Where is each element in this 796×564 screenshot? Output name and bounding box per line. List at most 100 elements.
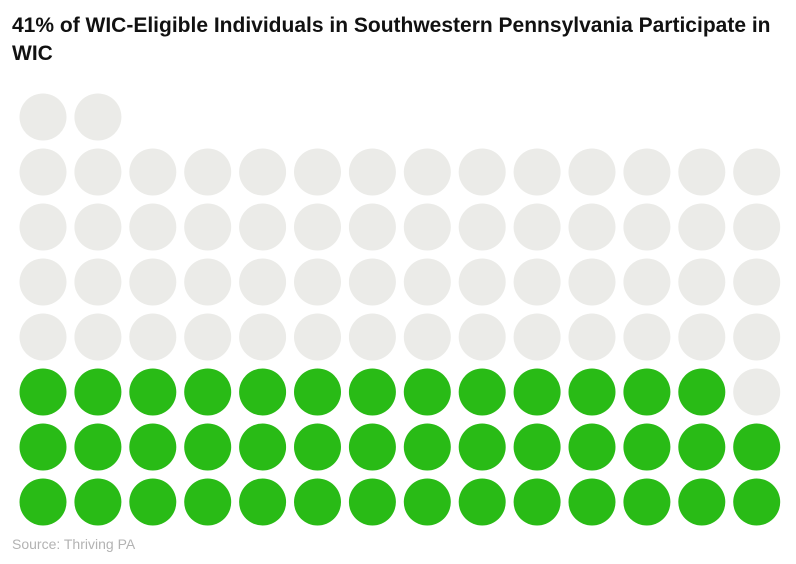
waffle-dot-nonparticipant <box>678 258 726 306</box>
waffle-dot-participant <box>19 423 67 471</box>
waffle-dot-nonparticipant <box>568 313 616 361</box>
waffle-dot-participant <box>74 423 122 471</box>
waffle-dot-nonparticipant <box>74 148 122 196</box>
waffle-dot-participant <box>239 478 287 526</box>
waffle-dot-nonparticipant <box>623 313 671 361</box>
waffle-dot-nonparticipant <box>294 313 341 361</box>
waffle-dot-participant <box>129 423 177 471</box>
waffle-dot-nonparticipant <box>74 313 122 361</box>
waffle-dot-participant <box>184 423 232 471</box>
waffle-dot-nonparticipant <box>348 203 396 251</box>
waffle-dot-nonparticipant <box>458 313 506 361</box>
waffle-dot-nonparticipant <box>129 258 177 306</box>
waffle-dot-nonparticipant <box>733 258 781 306</box>
waffle-dot-nonparticipant <box>568 258 616 306</box>
waffle-dot-participant <box>678 423 726 471</box>
waffle-dot-participant <box>348 423 396 471</box>
waffle-dot-participant <box>513 423 561 471</box>
waffle-dot-participant <box>568 478 616 526</box>
waffle-dot-participant <box>623 423 671 471</box>
waffle-dot-nonparticipant <box>239 203 287 251</box>
waffle-dot-participant <box>184 368 232 416</box>
waffle-dot-nonparticipant <box>348 258 396 306</box>
waffle-dot-nonparticipant <box>19 258 67 306</box>
waffle-dot-participant <box>458 478 506 526</box>
waffle-dot-nonparticipant <box>623 258 671 306</box>
waffle-dot-nonparticipant <box>294 258 341 306</box>
waffle-dot-nonparticipant <box>348 148 396 196</box>
waffle-dot-nonparticipant <box>184 203 232 251</box>
waffle-dot-participant <box>184 478 232 526</box>
waffle-dot-participant <box>403 368 451 416</box>
waffle-dot-nonparticipant <box>129 148 177 196</box>
waffle-dot-nonparticipant <box>513 148 561 196</box>
waffle-dot-participant <box>623 478 671 526</box>
waffle-dot-participant <box>19 478 67 526</box>
waffle-dot-participant <box>348 368 396 416</box>
waffle-dot-participant <box>74 368 122 416</box>
waffle-dot-participant <box>129 368 177 416</box>
waffle-dot-nonparticipant <box>19 93 67 141</box>
waffle-dot-nonparticipant <box>184 148 232 196</box>
waffle-dot-nonparticipant <box>19 203 67 251</box>
waffle-dot-participant <box>733 423 781 471</box>
waffle-dot-nonparticipant <box>733 203 781 251</box>
waffle-dot-participant <box>623 368 671 416</box>
waffle-dot-participant <box>239 368 287 416</box>
waffle-dot-nonparticipant <box>239 313 287 361</box>
waffle-dot-nonparticipant <box>403 148 451 196</box>
waffle-dot-nonparticipant <box>458 258 506 306</box>
waffle-dot-nonparticipant <box>239 148 287 196</box>
chart-title: 41% of WIC-Eligible Individuals in South… <box>12 14 771 65</box>
waffle-dot-participant <box>294 423 341 471</box>
waffle-dot-nonparticipant <box>74 93 122 141</box>
waffle-dot-nonparticipant <box>623 148 671 196</box>
waffle-dot-nonparticipant <box>74 258 122 306</box>
waffle-dot-nonparticipant <box>348 313 396 361</box>
waffle-dot-participant <box>19 368 67 416</box>
waffle-dot-participant <box>513 478 561 526</box>
waffle-dot-nonparticipant <box>513 313 561 361</box>
waffle-dot-nonparticipant <box>403 203 451 251</box>
waffle-dot-participant <box>403 478 451 526</box>
waffle-dot-nonparticipant <box>403 258 451 306</box>
waffle-dot-participant <box>458 368 506 416</box>
waffle-dot-nonparticipant <box>678 148 726 196</box>
waffle-dot-nonparticipant <box>733 313 781 361</box>
waffle-dot-nonparticipant <box>568 148 616 196</box>
waffle-dot-participant <box>678 368 726 416</box>
waffle-dot-participant <box>294 368 341 416</box>
source-note: Source: Thriving PA <box>12 536 136 552</box>
waffle-dot-nonparticipant <box>623 203 671 251</box>
waffle-dot-nonparticipant <box>19 313 67 361</box>
waffle-dot-nonparticipant <box>678 203 726 251</box>
waffle-dot-nonparticipant <box>458 148 506 196</box>
waffle-dot-nonparticipant <box>513 258 561 306</box>
waffle-dot-participant <box>568 423 616 471</box>
waffle-dot-participant <box>348 478 396 526</box>
waffle-dot-nonparticipant <box>129 313 177 361</box>
waffle-dot-participant <box>129 478 177 526</box>
waffle-dot-nonparticipant <box>403 313 451 361</box>
waffle-dot-nonparticipant <box>19 148 67 196</box>
waffle-dot-participant <box>74 478 122 526</box>
waffle-dot-participant <box>513 368 561 416</box>
waffle-dot-participant <box>458 423 506 471</box>
waffle-dot-nonparticipant <box>568 203 616 251</box>
waffle-dot-nonparticipant <box>678 313 726 361</box>
waffle-dot-nonparticipant <box>184 258 232 306</box>
waffle-dot-nonparticipant <box>733 368 781 416</box>
waffle-dot-nonparticipant <box>458 203 506 251</box>
waffle-dot-nonparticipant <box>513 203 561 251</box>
waffle-dot-nonparticipant <box>184 313 232 361</box>
waffle-dot-nonparticipant <box>294 203 341 251</box>
waffle-dot-participant <box>568 368 616 416</box>
waffle-dot-nonparticipant <box>74 203 122 251</box>
waffle-dot-participant <box>403 423 451 471</box>
waffle-dot-participant <box>294 478 341 526</box>
waffle-dot-participant <box>733 478 781 526</box>
waffle-dot-nonparticipant <box>294 148 341 196</box>
waffle-dot-nonparticipant <box>129 203 177 251</box>
waffle-dot-nonparticipant <box>239 258 287 306</box>
